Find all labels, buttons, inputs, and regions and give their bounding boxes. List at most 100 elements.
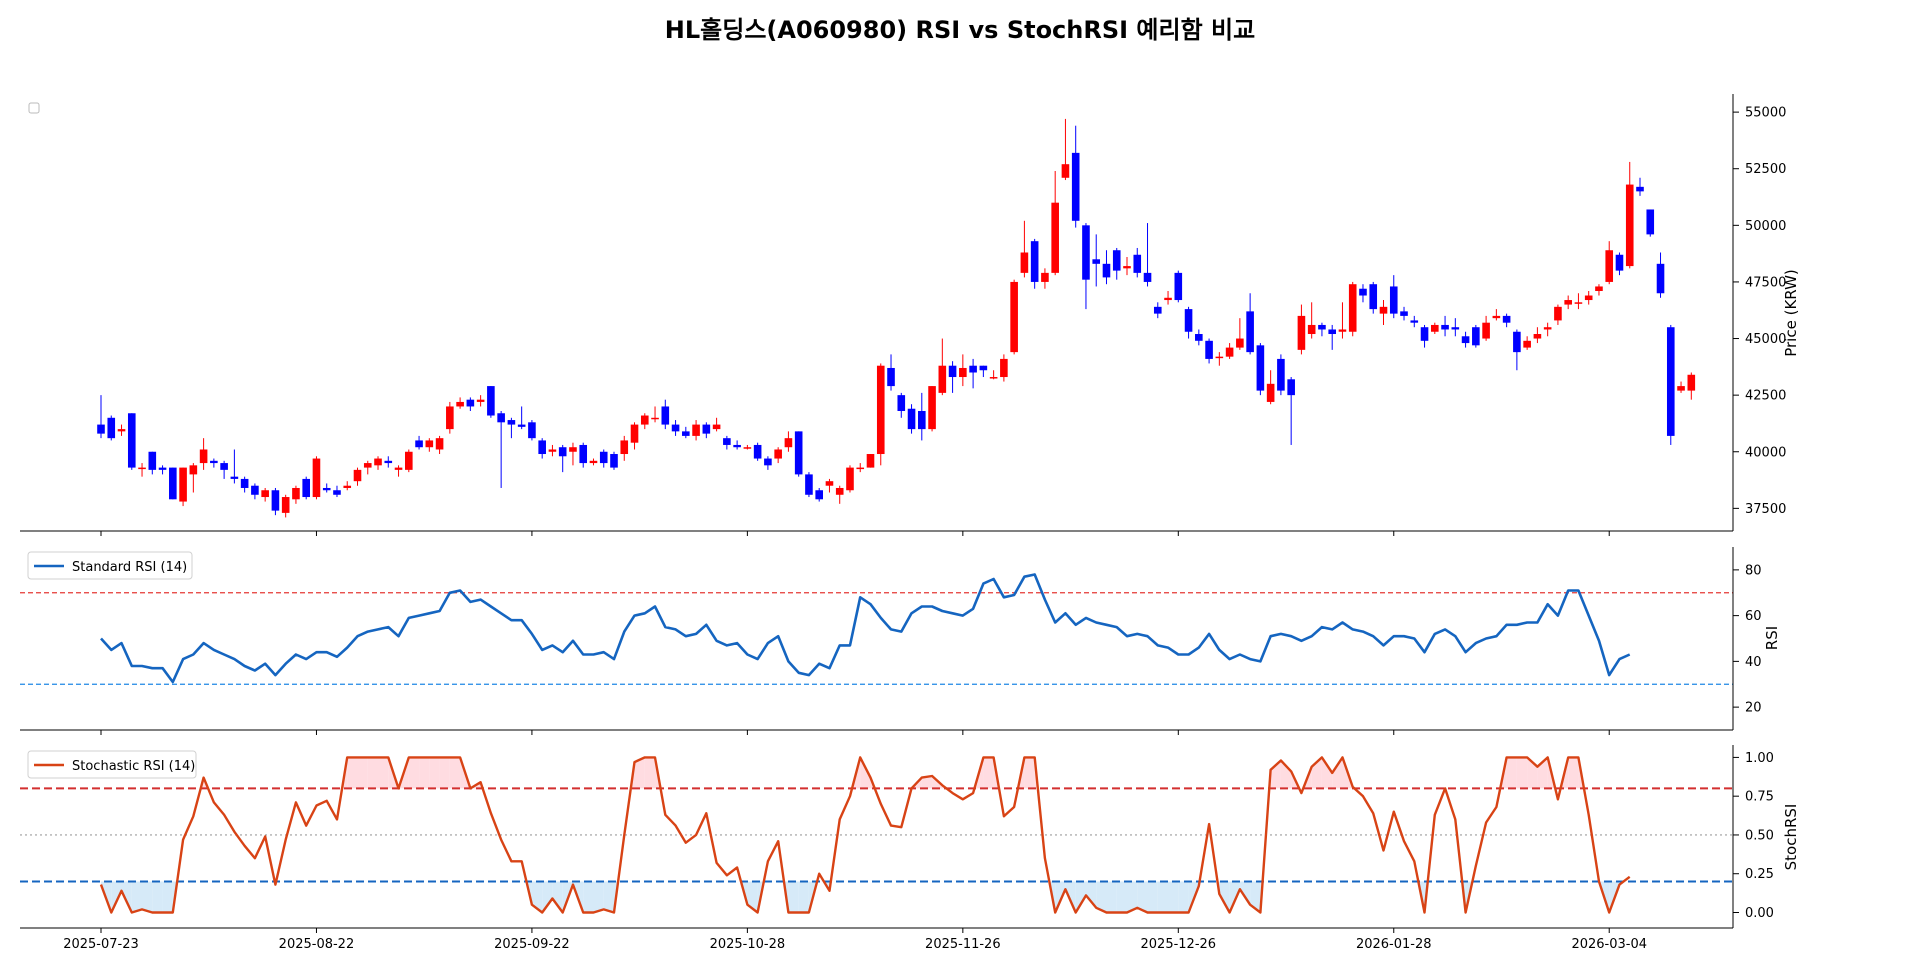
rsi-y-tick-label: 20: [1745, 701, 1762, 716]
stochrsi-oversold-fill: [788, 881, 799, 913]
stochrsi-oversold-fill: [1250, 881, 1261, 913]
candle-body: [251, 485, 259, 495]
candle-body: [302, 478, 310, 498]
stochrsi-overbought-fill: [860, 757, 871, 789]
candle-body: [928, 386, 936, 430]
candle-body: [1482, 322, 1490, 339]
candle-body: [907, 408, 916, 430]
candle-body: [538, 440, 546, 455]
candle-body: [1092, 259, 1101, 264]
stochrsi-oversold-fill: [1168, 881, 1179, 913]
stochrsi-legend: Stochastic RSI (14): [27, 750, 197, 779]
candle-body: [1153, 306, 1162, 314]
candle-body: [1574, 302, 1583, 304]
stochrsi-y-tick-label: 1.00: [1745, 751, 1774, 766]
stochrsi-overbought-fill: [419, 757, 430, 789]
x-tick-label: 2026-03-04: [1571, 937, 1647, 952]
candle-body: [1236, 338, 1244, 348]
candle-body: [1051, 202, 1059, 273]
stochrsi-oversold-fill: [131, 881, 142, 913]
rsi-y-tick-label: 60: [1745, 609, 1762, 624]
rsi-legend-label: Standard RSI (14): [72, 560, 187, 575]
candle-body: [702, 424, 711, 434]
candle-body: [1420, 327, 1429, 341]
candle-body: [1472, 327, 1480, 346]
stochrsi-oversold-fill: [1137, 881, 1148, 913]
candle-body: [405, 451, 413, 470]
candle-body: [220, 463, 228, 470]
candle-body: [1543, 327, 1552, 330]
x-axis-ticks: 2025-07-23 2025-08-22 2025-09-22 2025-10-28…: [63, 531, 1647, 952]
candle-body: [292, 487, 300, 500]
candle-body: [1666, 327, 1675, 436]
candle-body: [415, 440, 423, 448]
candle-body: [589, 460, 598, 464]
candle-body: [1287, 379, 1295, 396]
candle-body: [1492, 315, 1501, 319]
candle-body: [856, 467, 865, 470]
x-tick-label: 2025-07-23: [63, 937, 139, 952]
candle-body: [1502, 315, 1511, 323]
candle-body: [1123, 266, 1131, 269]
stochrsi-overbought-fill: [449, 757, 461, 789]
stochrsi-y-label: StochRSI: [1782, 804, 1800, 871]
candle-body: [846, 467, 854, 491]
stochrsi-oversold-fill: [1096, 881, 1107, 913]
candle-body: [1554, 306, 1562, 321]
candle-body: [1533, 334, 1542, 339]
candle-body: [271, 490, 280, 511]
candle-body: [363, 463, 372, 468]
candle-body: [1195, 334, 1203, 341]
candle-body: [497, 413, 505, 423]
rsi-y-label: RSI: [1763, 626, 1781, 650]
candle-body: [507, 420, 516, 425]
candle-body: [384, 460, 393, 464]
stochrsi-oversold-fill: [152, 881, 163, 913]
stochrsi-overbought-fill: [1321, 757, 1333, 789]
candle-body: [1215, 356, 1224, 359]
stochrsi-marks: [20, 756, 1733, 914]
stochrsi-oversold-fill: [1075, 881, 1086, 913]
candle-body: [1431, 324, 1439, 332]
candle-body: [1410, 320, 1419, 323]
stochrsi-overbought-fill: [347, 757, 358, 789]
candle-body: [887, 367, 895, 387]
candle-body: [1584, 295, 1593, 301]
candle-body: [661, 406, 670, 425]
stochrsi-overbought-fill: [983, 757, 994, 789]
candle-body: [1010, 281, 1018, 353]
candle-body: [1061, 164, 1070, 178]
candle-body: [1307, 324, 1316, 335]
stochrsi-y-ticks: 0.00 0.25 0.50 0.75 1.00: [1733, 751, 1774, 921]
candle-body: [456, 401, 464, 407]
stochrsi-overbought-fill: [1568, 757, 1579, 789]
stochrsi-y-tick-label: 0.75: [1745, 790, 1774, 805]
candle-body: [528, 422, 536, 439]
price-y-tick-label: 52500: [1745, 162, 1786, 177]
stochrsi-overbought-fill: [921, 776, 933, 789]
candle-body: [558, 447, 567, 457]
price-y-tick-label: 55000: [1745, 106, 1786, 121]
stochrsi-oversold-fill: [542, 881, 553, 913]
candle-body: [333, 490, 341, 495]
candle-body: [487, 386, 495, 416]
candle-body: [569, 447, 577, 452]
stochrsi-overbought-fill: [1280, 760, 1292, 789]
candle-body: [692, 424, 700, 436]
chart-title: HL홀딩스(A060980) RSI vs StochRSI 예리함 비교: [665, 16, 1255, 44]
candle-body: [1389, 286, 1398, 314]
candle-body: [774, 449, 782, 459]
candle-body: [1625, 184, 1634, 267]
candle-body: [1277, 358, 1285, 391]
stochrsi-oversold-fill: [142, 881, 153, 913]
price-y-tick-label: 50000: [1745, 219, 1786, 234]
candle-body: [1615, 254, 1624, 271]
candle-body: [959, 367, 967, 378]
candle-body: [240, 478, 249, 488]
candle-body: [599, 451, 608, 464]
price-panel: 37500 40000 42500 45000 47500 50000 52500 55000…: [20, 94, 1800, 532]
stochrsi-y-tick-label: 0.00: [1745, 906, 1774, 921]
price-y-ticks: 37500 40000 42500 45000 47500 50000 52500 55000: [1733, 106, 1786, 517]
stochrsi-legend-label: Stochastic RSI (14): [72, 759, 195, 774]
